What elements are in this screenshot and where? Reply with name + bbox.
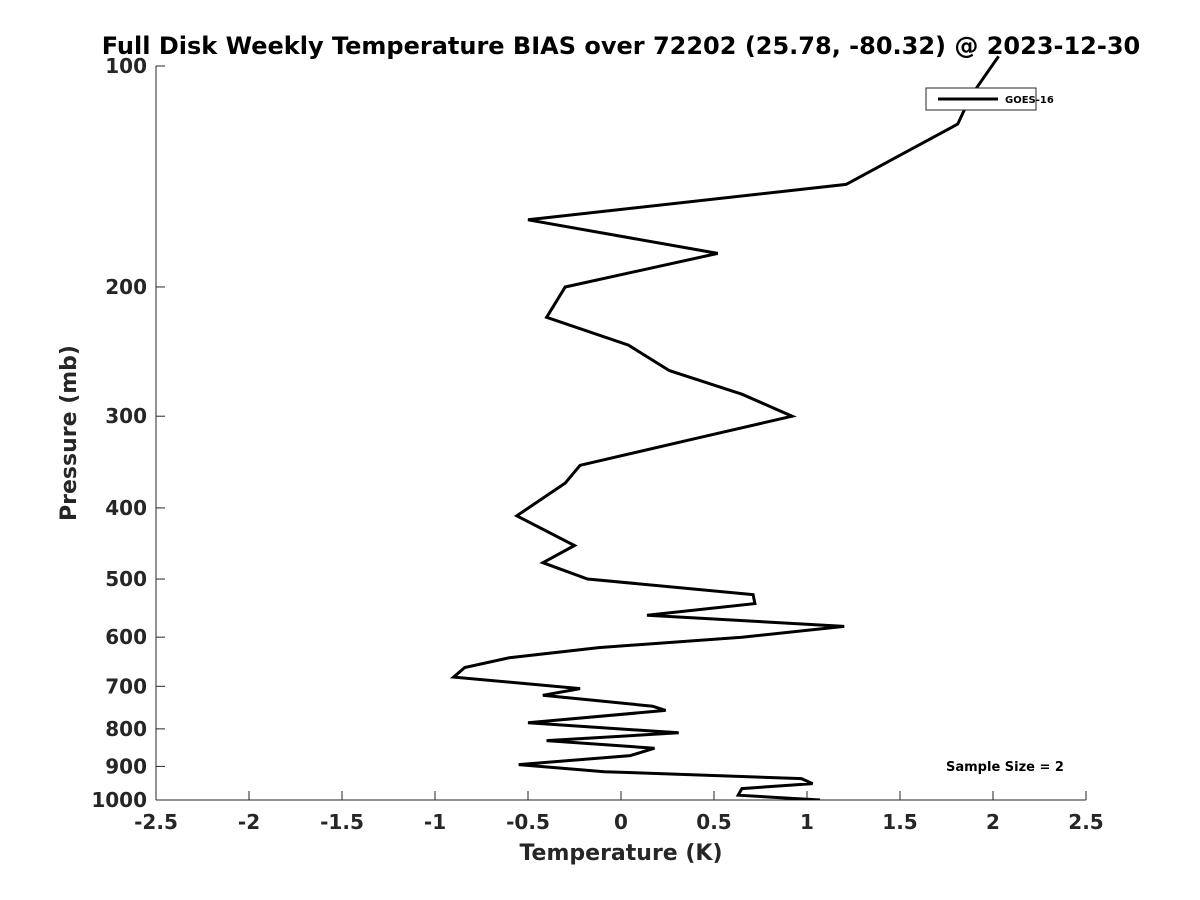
y-tick-label: 300	[105, 404, 147, 428]
y-tick-label: 900	[105, 754, 147, 778]
x-tick-label: -2	[238, 810, 260, 834]
y-tick-label: 800	[105, 717, 147, 741]
legend-entry-goes-16: GOES-16	[1005, 95, 1054, 106]
x-tick-label: 2.5	[1068, 810, 1103, 834]
y-tick-label: 400	[105, 496, 147, 520]
y-tick-label: 700	[105, 674, 147, 698]
x-tick-label: 0.5	[696, 810, 731, 834]
x-tick-label: -2.5	[134, 810, 178, 834]
legend: GOES-16	[925, 87, 1054, 111]
x-tick-label: 0	[614, 810, 628, 834]
chart-title: Full Disk Weekly Temperature BIAS over 7…	[102, 32, 1141, 60]
sample-size-annotation: Sample Size = 2	[946, 760, 1064, 775]
x-tick-label: 1.5	[882, 810, 917, 834]
x-tick-label: -1.5	[320, 810, 364, 834]
x-axis-label: Temperature (K)	[519, 841, 722, 866]
y-tick-label: 500	[105, 567, 147, 591]
axes	[155, 66, 1086, 801]
x-tick-label: -0.5	[506, 810, 550, 834]
plot-area	[449, 55, 1000, 800]
y-ticks: 100 200 300 400 500 600 700 800 900 1000	[91, 54, 165, 812]
y-tick-label: 1000	[91, 788, 147, 812]
y-tick-label: 600	[105, 625, 147, 649]
y-axis-label: Pressure (mb)	[57, 345, 82, 521]
y-tick-label: 200	[105, 275, 147, 299]
x-tick-label: 2	[986, 810, 1000, 834]
series-line-goes-16	[449, 55, 1000, 800]
x-tick-label: -1	[424, 810, 446, 834]
y-tick-label: 100	[105, 54, 147, 78]
x-tick-label: 1	[800, 810, 814, 834]
x-ticks: -2.5 -2 -1.5 -1 -0.5 0 0.5 1 1.5 2 2.5	[134, 791, 1104, 834]
